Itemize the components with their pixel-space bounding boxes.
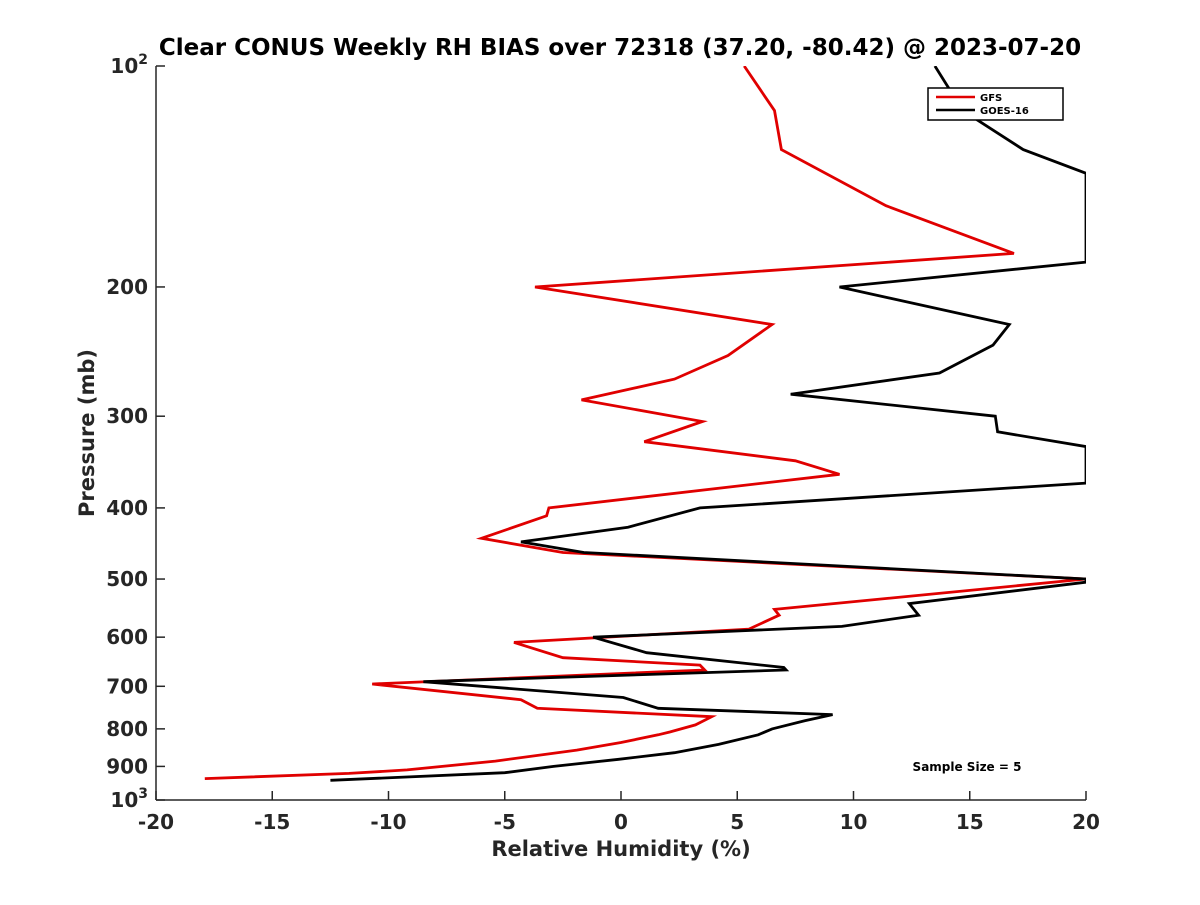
series-line-goes16 (330, 66, 1086, 782)
x-axis-label: Relative Humidity (%) (491, 837, 750, 861)
y-tick-label: 200 (106, 275, 148, 299)
y-tick-label: 800 (106, 717, 148, 741)
y-tick-label: 103 (110, 786, 148, 812)
y-tick-label: 500 (106, 567, 148, 591)
x-tick-label: 20 (1072, 810, 1100, 834)
y-tick-label: 102 (110, 52, 148, 78)
x-tick-label: 0 (614, 810, 628, 834)
x-tick-label: 15 (956, 810, 984, 834)
legend-label-gfs: GFS (980, 93, 1002, 104)
x-tick-label: -5 (494, 810, 516, 834)
y-tick-label: 700 (106, 674, 148, 698)
chart-title: Clear CONUS Weekly RH BIAS over 72318 (3… (159, 35, 1081, 61)
sample-size-annotation: Sample Size = 5 (913, 760, 1022, 774)
y-tick-label: 900 (106, 754, 148, 778)
x-tick-label: -10 (370, 810, 406, 834)
legend: GFS GOES-16 (927, 87, 1064, 121)
x-tick-label: -15 (254, 810, 290, 834)
x-tick-label: 10 (840, 810, 868, 834)
x-tick-label: -20 (138, 810, 174, 834)
plot-area: -20 -15 -10 -5 0 5 10 15 20 102 200 300 400 500 600 700… (106, 52, 1100, 834)
series-line-gfs (204, 66, 1086, 780)
x-tick-label: 5 (730, 810, 744, 834)
y-tick-label: 400 (106, 496, 148, 520)
legend-box (927, 87, 1064, 121)
y-tick-label: 300 (106, 404, 148, 428)
legend-label-goes16: GOES-16 (980, 106, 1029, 117)
y-tick-label: 600 (106, 625, 148, 649)
y-axis-label: Pressure (mb) (75, 349, 99, 517)
